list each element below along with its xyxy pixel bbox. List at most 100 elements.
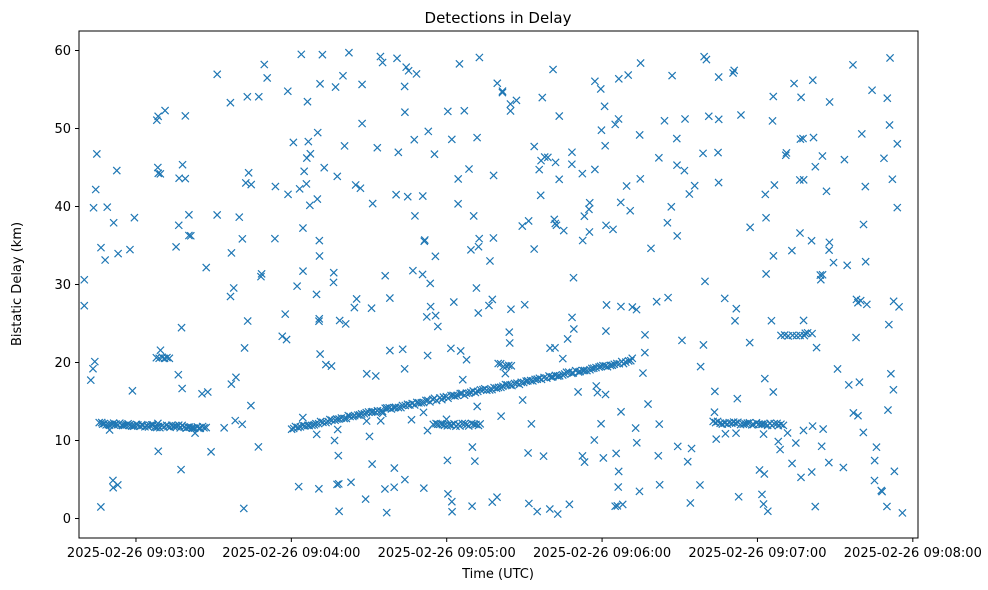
clutter-point [787,246,796,255]
clutter-point [154,112,163,121]
clutter-point [545,504,554,514]
clutter-point [632,305,641,314]
clutter-point [565,500,574,509]
clutter-point [315,251,324,261]
clutter-point [281,310,290,319]
clutter-point [392,54,402,63]
clutter-point [672,134,681,143]
clutter-point [271,182,280,191]
clutter-point [238,420,247,429]
clutter-point [472,284,481,293]
clutter-point [376,52,385,61]
clutter-point [628,303,637,312]
clutter-point [315,236,324,245]
clutter-point [226,98,235,107]
track-point [779,421,788,430]
clutter-point [335,507,344,516]
clutter-point [312,290,321,299]
clutter-point [818,270,827,279]
clutter-point [178,160,187,169]
track-point [506,380,515,389]
clutter-point [431,252,440,261]
clutter-point [636,59,645,68]
clutter-point [527,419,536,428]
clutter-point [315,314,324,323]
clutter-point [340,141,349,150]
clutter-point [213,70,222,79]
clutter-point [373,143,382,152]
clutter-point [795,175,804,184]
clutter-point [153,163,162,172]
clutter-point [590,165,599,174]
clutter-point [759,430,768,439]
clutter-point [552,221,561,230]
clutter-point [466,245,475,254]
clutter-point [797,93,806,102]
track-point [398,401,407,410]
track-point [575,367,585,376]
clutter-point [857,129,866,138]
track-point [437,395,446,404]
clutter-point [227,380,236,389]
clutter-point [597,419,606,428]
clutter-point [769,387,778,397]
clutter-point [91,185,100,194]
clutter-point [555,112,564,121]
track-point [327,416,336,425]
clutter-point [178,384,187,393]
clutter-point [624,71,633,80]
clutter-point [443,456,452,465]
clutter-point [368,460,377,469]
clutter-point [673,442,682,451]
clutter-point [795,228,805,238]
clutter-point [109,218,118,227]
clutter-point [746,223,755,232]
clutter-point [498,87,507,96]
clutter-point [314,484,323,493]
clutter-point [243,316,252,326]
clutter-point [524,448,533,458]
clutter-point [599,453,608,462]
clutter-point [730,66,739,75]
clutter-point [710,387,719,396]
clutter-point [207,447,216,456]
clutter-point [403,192,412,201]
track-point [770,419,779,428]
clutter-point [447,497,456,506]
clutter-point [597,126,606,135]
clutter-point [181,111,190,120]
track-point [438,420,447,429]
clutter-point [596,84,605,93]
clutter-point [614,467,623,476]
clutter-point [469,211,478,220]
clutter-point [501,369,510,378]
clutter-point [113,480,122,489]
clutter-point [443,107,452,116]
clutter-point [861,182,870,191]
clutter-point [660,116,669,125]
track-point [574,367,583,377]
clutter-point [244,168,253,177]
clutter-point [177,323,186,332]
clutter-point [186,231,195,240]
clutter-point [86,376,95,385]
clutter-point [616,302,625,311]
track-point [202,423,211,432]
clutter-point [536,191,545,200]
clutter-point [498,88,507,97]
clutter-point [358,80,367,89]
clutter-point [852,333,861,342]
clutter-point [174,370,183,379]
clutter-point [644,400,653,409]
clutter-point [407,415,416,424]
clutter-point [734,492,743,501]
clutter-point [443,489,452,498]
clutter-point [736,110,745,120]
track-point [476,419,485,428]
clutter-point [418,192,427,201]
clutter-point [449,298,458,307]
track-point [494,359,503,368]
clutter-point [128,386,137,395]
x-tick-label: 2025-02-26 09:03:00 [67,546,205,561]
clutter-point [638,369,647,378]
